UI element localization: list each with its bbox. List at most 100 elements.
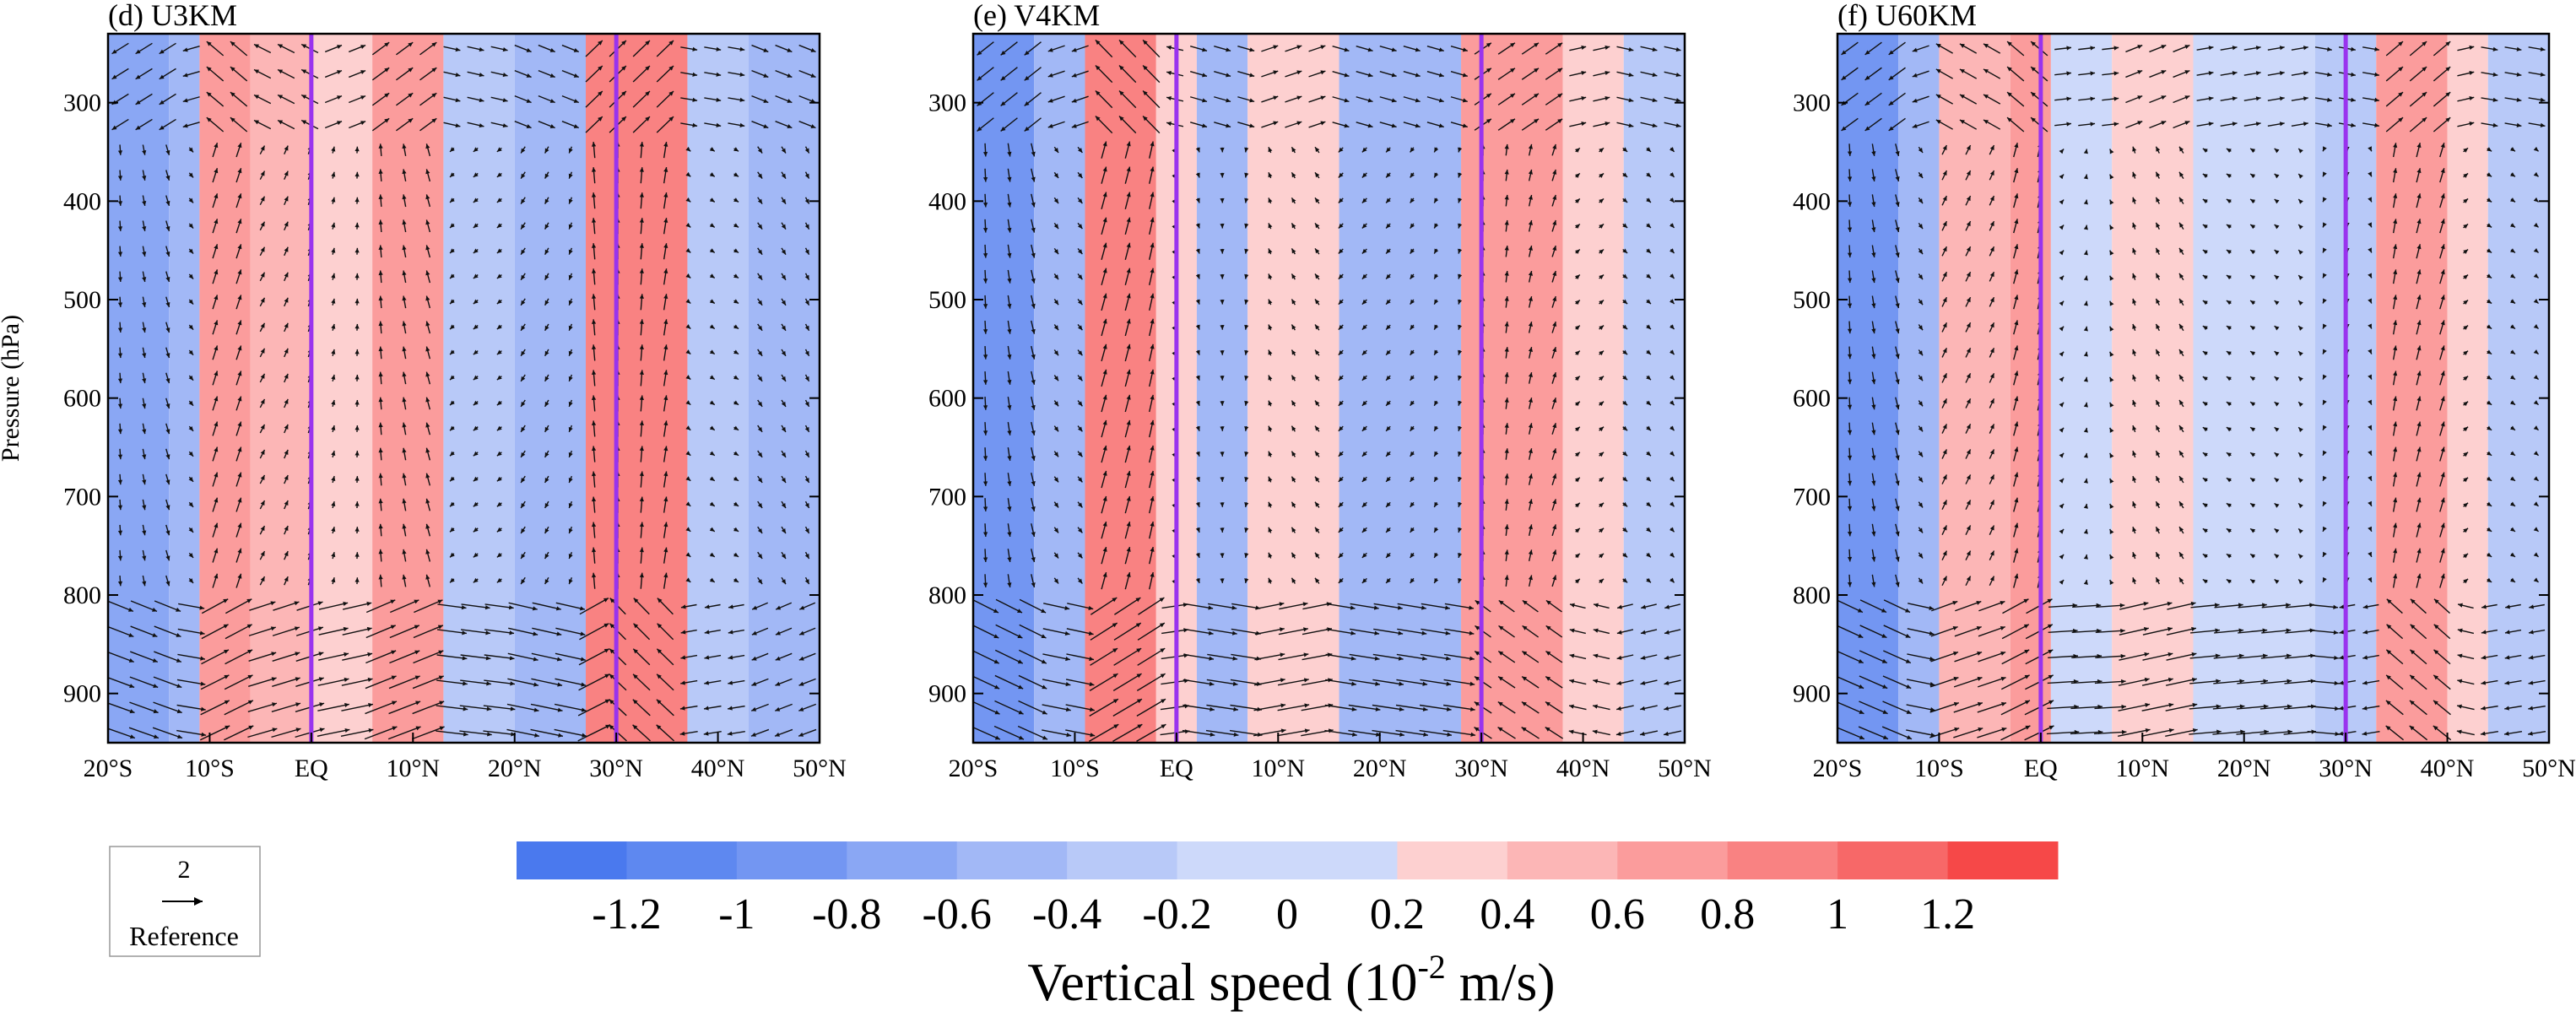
wind-vector-head xyxy=(1675,47,1681,52)
wind-vector-head xyxy=(1871,227,1876,232)
wind-vector-head xyxy=(1220,223,1225,229)
wind-vector-head xyxy=(331,400,336,405)
wind-vector-head xyxy=(2109,402,2114,408)
wind-vector-head xyxy=(609,724,614,730)
wind-vector-head xyxy=(165,277,170,282)
wind-vector-head xyxy=(1296,70,1302,75)
wind-vector-head xyxy=(1095,90,1101,96)
wind-vector xyxy=(1277,729,1310,737)
wind-vector-head xyxy=(1966,398,1971,404)
vertical-speed-field xyxy=(1837,34,2549,743)
wind-vector-head xyxy=(1966,500,1971,506)
wind-vector-head xyxy=(1195,273,1200,279)
wind-vector-head xyxy=(982,329,988,334)
wind-vector-head xyxy=(485,656,491,661)
wind-vector-head xyxy=(473,501,479,507)
x-tick-label: 20°N xyxy=(488,755,542,782)
wind-vector-head xyxy=(1575,553,1580,559)
wind-vector-head xyxy=(344,677,349,683)
wind-vector-head xyxy=(1338,426,1344,431)
wind-vector xyxy=(1421,628,1451,635)
wind-vector xyxy=(1350,603,1379,609)
wind-vector-head xyxy=(993,609,998,614)
wind-vector-head xyxy=(487,732,492,737)
wind-vector-head xyxy=(284,272,289,278)
wind-vector-head xyxy=(663,294,668,300)
wind-vector xyxy=(1837,676,1864,690)
wind-vector-head xyxy=(1575,502,1580,508)
wind-vector-head xyxy=(1895,252,1900,258)
x-tick-label: 10°N xyxy=(1251,755,1305,782)
wind-vector-head xyxy=(223,624,229,629)
wind-vector-head xyxy=(1942,576,1947,582)
wind-vector xyxy=(272,652,300,662)
wind-vector xyxy=(530,703,563,711)
wind-vector-head xyxy=(1338,147,1344,153)
wind-vector-head xyxy=(439,701,445,706)
wind-vector-head xyxy=(479,98,484,103)
wind-vector-head xyxy=(1410,223,1415,229)
wind-vector-head xyxy=(1575,198,1580,203)
wind-vector xyxy=(1112,723,1143,743)
wind-vector-head xyxy=(1031,278,1036,284)
wind-vector-head xyxy=(117,353,123,359)
wind-vector xyxy=(1183,603,1214,609)
wind-vector-head xyxy=(473,324,479,330)
wind-vector-head xyxy=(2416,244,2422,250)
wind-vector xyxy=(531,652,562,661)
wind-vector-head xyxy=(685,299,691,304)
wind-vector xyxy=(1837,625,1864,639)
wind-vector-head xyxy=(1053,224,1059,230)
wind-vector-head xyxy=(2298,376,2303,381)
wind-vector-head xyxy=(1622,299,1628,305)
wind-vector-head xyxy=(1078,578,1083,584)
wind-vector-head xyxy=(1296,121,1302,126)
wind-vector-head xyxy=(331,273,336,279)
x-tick-label: EQ xyxy=(295,755,328,782)
wind-vector-head xyxy=(1410,400,1415,406)
wind-vector-head xyxy=(1568,729,1574,734)
wind-vector-head xyxy=(1569,679,1575,684)
wind-vector-head xyxy=(2416,396,2422,402)
wind-vector-head xyxy=(2327,97,2332,102)
wind-vector-head xyxy=(271,677,277,682)
wind-vector-head xyxy=(1159,623,1165,628)
wind-vector-head xyxy=(2510,147,2515,152)
wind-vector-head xyxy=(1670,273,1675,279)
wind-vector-head xyxy=(2090,46,2096,51)
wind-vector-head xyxy=(1486,42,1491,47)
wind-vector xyxy=(341,703,374,711)
wind-vector-head xyxy=(1415,123,1421,128)
wind-vector xyxy=(2261,603,2291,609)
wind-vector-head xyxy=(1291,197,1296,203)
wind-vector-head xyxy=(331,197,336,203)
wind-vector-head xyxy=(2083,452,2088,458)
wind-vector xyxy=(483,730,516,736)
wind-vector-head xyxy=(1847,278,1853,284)
wind-vector-head xyxy=(2250,224,2256,230)
wind-vector xyxy=(200,700,230,716)
wind-vector-head xyxy=(117,201,123,206)
wind-vector-head xyxy=(378,422,383,428)
wind-vector-head xyxy=(1458,451,1463,457)
wind-vector-head xyxy=(581,707,587,712)
wind-vector-head xyxy=(2533,324,2539,329)
wind-vector-head xyxy=(2113,71,2119,76)
wind-vector-head xyxy=(2323,399,2327,405)
wind-vector-head xyxy=(663,243,668,248)
wind-vector-head xyxy=(2398,92,2404,97)
wind-vector-head xyxy=(621,91,626,96)
wind-vector-head xyxy=(1220,147,1225,153)
wind-vector-head xyxy=(1410,578,1415,583)
wind-vector-head xyxy=(1528,219,1533,225)
wind-vector-head xyxy=(1226,73,1231,78)
wind-vector-head xyxy=(1575,376,1580,381)
wind-vector-head xyxy=(982,228,988,233)
wind-vector xyxy=(342,627,372,636)
wind-vector-head xyxy=(2156,171,2161,177)
wind-vector-head xyxy=(1942,196,1947,202)
wind-vector-head xyxy=(2274,528,2280,533)
wind-vector-head xyxy=(1989,373,1994,379)
wind-vector xyxy=(108,600,134,612)
wind-vector-head xyxy=(337,70,343,75)
